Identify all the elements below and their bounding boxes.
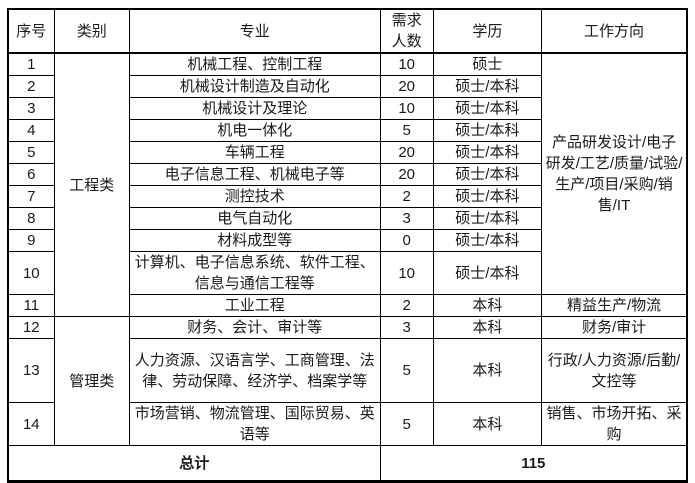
cell-major: 机械工程、控制工程	[128, 52, 381, 76]
table-row: 1 工程类 机械工程、控制工程 10 硕士 产品研发设计/电子研发/工艺/质量/…	[7, 52, 688, 317]
table-row: 13 人力资源、汉语言学、工商管理、法律、劳动保障、经济学、档案学等 5 本科 …	[7, 338, 688, 403]
table-row: 8 电气自动化 3 硕士/本科	[7, 207, 687, 230]
cell-education: 本科	[432, 338, 543, 403]
cell-no: 4	[7, 119, 55, 142]
cell-no: 12	[7, 316, 55, 339]
table-row: 3 机械设计及理论 10 硕士/本科	[7, 97, 687, 120]
cell-education: 硕士/本科	[432, 229, 543, 252]
cell-demand: 5	[379, 119, 434, 142]
cell-major: 测控技术	[128, 185, 381, 208]
recruitment-table: 序号 类别 专业 需求 人数 学历 工作方向 1 工程类 机械工程、控制工程 1…	[7, 8, 688, 483]
cell-direction-admin: 行政/人力资源/后勤/文控等	[541, 338, 688, 403]
cell-demand: 20	[379, 163, 434, 186]
header-demand: 需求 人数	[379, 8, 434, 54]
cell-no: 8	[7, 207, 55, 230]
cell-education: 硕士/本科	[432, 251, 543, 295]
header-major: 专业	[128, 8, 381, 54]
table-row: 5 车辆工程 20 硕士/本科	[7, 141, 687, 164]
table-row: 10 计算机、电子信息系统、软件工程、信息与通信工程等 10 硕士/本科	[7, 251, 687, 295]
cell-education: 硕士/本科	[432, 185, 543, 208]
cell-no: 13	[7, 338, 55, 403]
cell-education: 本科	[432, 316, 543, 339]
cell-no: 1	[7, 52, 55, 76]
cell-no: 10	[7, 251, 55, 295]
cell-category-management: 管理类	[53, 316, 130, 446]
table-row: 6 电子信息工程、机械电子等 20 硕士/本科	[7, 163, 687, 186]
cell-no: 11	[7, 294, 55, 317]
cell-education: 硕士/本科	[432, 75, 543, 98]
cell-demand: 0	[379, 229, 434, 252]
cell-education: 硕士/本科	[432, 207, 543, 230]
cell-direction-finance: 财务/审计	[541, 316, 688, 339]
cell-education: 本科	[432, 402, 543, 446]
cell-major: 电气自动化	[128, 207, 381, 230]
cell-demand: 10	[379, 97, 434, 120]
cell-education: 硕士/本科	[432, 119, 543, 142]
cell-demand: 5	[379, 338, 434, 403]
cell-major: 电子信息工程、机械电子等	[128, 163, 381, 186]
cell-demand: 10	[379, 251, 434, 295]
cell-demand: 5	[379, 402, 434, 446]
cell-demand: 20	[379, 75, 434, 98]
cell-no: 6	[7, 163, 55, 186]
table-row: 12 管理类 财务、会计、审计等 3 本科 财务/审计	[7, 316, 688, 446]
cell-major: 财务、会计、审计等	[128, 316, 381, 339]
cell-demand: 3	[379, 316, 434, 339]
cell-demand: 20	[379, 141, 434, 164]
cell-demand: 2	[379, 294, 434, 317]
cell-no: 3	[7, 97, 55, 120]
cell-direction-engineering: 产品研发设计/电子研发/工艺/质量/试验/生产/项目/采购/销售/IT	[541, 52, 688, 295]
cell-demand: 10	[379, 52, 434, 76]
cell-major: 工业工程	[128, 294, 381, 317]
table-row: 7 测控技术 2 硕士/本科	[7, 185, 687, 208]
cell-major: 机械设计及理论	[128, 97, 381, 120]
cell-direction-sales: 销售、市场开拓、采购	[541, 402, 688, 446]
header-no: 序号	[7, 8, 55, 54]
cell-major: 市场营销、物流管理、国际贸易、英语等	[128, 402, 381, 446]
cell-category-engineering: 工程类	[53, 52, 130, 317]
cell-major: 机电一体化	[128, 119, 381, 142]
cell-major: 材料成型等	[128, 229, 381, 252]
cell-education: 本科	[432, 294, 543, 317]
cell-no: 7	[7, 185, 55, 208]
cell-major: 计算机、电子信息系统、软件工程、信息与通信工程等	[128, 251, 381, 295]
cell-no: 9	[7, 229, 55, 252]
cell-no: 5	[7, 141, 55, 164]
cell-no: 14	[7, 402, 55, 446]
cell-education: 硕士/本科	[432, 141, 543, 164]
table-row: 14 市场营销、物流管理、国际贸易、英语等 5 本科 销售、市场开拓、采购	[7, 402, 688, 446]
header-education: 学历	[432, 8, 543, 54]
page: 序号 类别 专业 需求 人数 学历 工作方向 1 工程类 机械工程、控制工程 1…	[7, 8, 688, 483]
cell-demand: 2	[379, 185, 434, 208]
header-category: 类别	[53, 8, 130, 54]
cell-major: 人力资源、汉语言学、工商管理、法律、劳动保障、经济学、档案学等	[128, 338, 381, 403]
cell-major: 车辆工程	[128, 141, 381, 164]
header-row: 序号 类别 专业 需求 人数 学历 工作方向	[7, 8, 688, 54]
cell-major: 机械设计制造及自动化	[128, 75, 381, 98]
cell-education: 硕士/本科	[432, 163, 543, 186]
header-direction: 工作方向	[541, 8, 688, 54]
cell-direction-industrial: 精益生产/物流	[541, 294, 688, 317]
table-row: 9 材料成型等 0 硕士/本科	[7, 229, 687, 252]
cell-demand: 3	[379, 207, 434, 230]
cell-education: 硕士/本科	[432, 97, 543, 120]
cell-education: 硕士	[432, 52, 543, 76]
cell-no: 2	[7, 75, 55, 98]
